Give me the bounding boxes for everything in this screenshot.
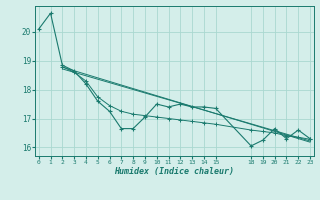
X-axis label: Humidex (Indice chaleur): Humidex (Indice chaleur)	[115, 167, 235, 176]
